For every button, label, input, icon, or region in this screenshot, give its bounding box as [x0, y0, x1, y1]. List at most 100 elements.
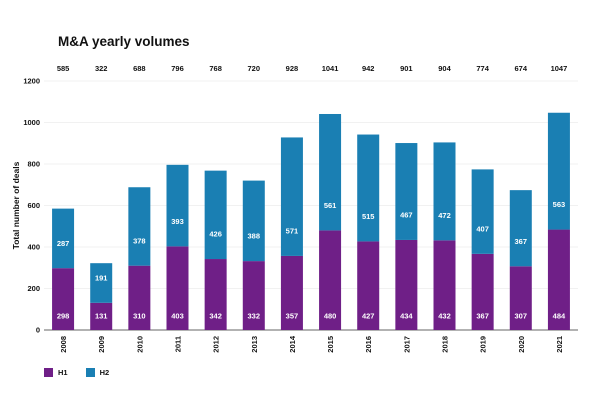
- data-label-h1: 342: [209, 312, 222, 321]
- bar-h2: [547, 112, 570, 230]
- bar-h1: [357, 241, 380, 330]
- bar-h2: [52, 208, 75, 269]
- data-label-h2: 378: [133, 236, 146, 245]
- data-label-h1: 131: [95, 312, 108, 321]
- bar-h1: [547, 229, 570, 330]
- data-label-h1: 484: [553, 312, 566, 321]
- x-tick-label: 2013: [250, 336, 259, 353]
- total-label: 928: [286, 64, 299, 73]
- data-label-h2: 407: [476, 224, 489, 233]
- data-label-h2: 515: [362, 212, 375, 221]
- data-label-h2: 571: [286, 227, 299, 236]
- y-tick-label: 0: [36, 326, 40, 335]
- total-label: 674: [515, 64, 528, 73]
- bar-h2: [395, 143, 418, 240]
- total-label: 1047: [551, 64, 568, 73]
- x-tick-label: 2010: [135, 336, 144, 353]
- y-axis-label: Total number of deals: [11, 161, 21, 249]
- total-label: 585: [57, 64, 70, 73]
- bar-h1: [52, 268, 75, 330]
- x-tick-label: 2008: [59, 336, 68, 353]
- bar-h2: [471, 169, 494, 254]
- data-label-h1: 427: [362, 312, 375, 321]
- y-tick-label: 1000: [23, 118, 40, 127]
- bar-h2: [204, 170, 227, 260]
- legend-item-h2: H2: [85, 368, 110, 377]
- total-label: 942: [362, 64, 375, 73]
- y-tick-label: 200: [27, 284, 40, 293]
- bar-h2: [433, 142, 456, 241]
- x-tick-label: 2018: [441, 336, 450, 353]
- bar-h1: [319, 230, 342, 330]
- total-label: 774: [476, 64, 489, 73]
- data-label-h1: 310: [133, 312, 146, 321]
- bar-h2: [509, 190, 532, 267]
- legend-label-h1: H1: [58, 368, 68, 377]
- total-label: 720: [248, 64, 261, 73]
- data-label-h1: 307: [515, 312, 528, 321]
- total-label: 901: [400, 64, 413, 73]
- data-label-h2: 467: [400, 211, 413, 220]
- total-label: 688: [133, 64, 146, 73]
- bar-h2: [128, 187, 151, 266]
- total-label: 768: [209, 64, 222, 73]
- y-tick-label: 400: [27, 243, 40, 252]
- total-label: 322: [95, 64, 108, 73]
- total-label: 904: [438, 64, 451, 73]
- x-tick-label: 2012: [212, 336, 221, 353]
- legend-label-h2: H2: [99, 368, 110, 377]
- bar-h1: [128, 265, 151, 330]
- data-label-h1: 367: [476, 312, 489, 321]
- x-tick-label: 2021: [555, 336, 564, 353]
- x-tick-label: 2015: [326, 336, 335, 353]
- data-label-h2: 393: [171, 217, 184, 226]
- total-label: 1041: [322, 64, 339, 73]
- bar-h2: [90, 263, 113, 303]
- bar-h2: [319, 113, 342, 231]
- data-label-h2: 367: [515, 237, 528, 246]
- bar-h2: [280, 137, 303, 256]
- bar-h1: [395, 239, 418, 330]
- bar-h2: [166, 164, 189, 247]
- bar-h1: [90, 302, 113, 330]
- bar-h1: [280, 255, 303, 330]
- x-tick-label: 2014: [288, 335, 297, 353]
- bar-h1: [204, 259, 227, 330]
- data-label-h2: 191: [95, 273, 108, 282]
- data-label-h1: 357: [286, 312, 299, 321]
- x-tick-label: 2020: [517, 336, 526, 353]
- legend-item-h1: H1: [44, 368, 68, 377]
- x-tick-label: 2017: [402, 336, 411, 353]
- y-tick-label: 800: [27, 160, 40, 169]
- legend-swatch-h1: [44, 368, 53, 377]
- data-label-h2: 472: [438, 211, 451, 220]
- bar-h1: [433, 240, 456, 330]
- data-label-h2: 287: [57, 239, 70, 248]
- bar-h1: [242, 261, 265, 330]
- bar-h2: [357, 134, 380, 242]
- total-label: 796: [171, 64, 184, 73]
- y-tick-label: 600: [27, 201, 40, 210]
- data-label-h1: 403: [171, 312, 184, 321]
- legend-swatch-h2: [85, 368, 95, 377]
- data-label-h2: 561: [324, 201, 337, 210]
- x-tick-label: 2016: [364, 336, 373, 353]
- bar-h1: [471, 253, 494, 330]
- data-label-h1: 432: [438, 312, 451, 321]
- chart-title: M&A yearly volumes: [58, 34, 190, 49]
- data-label-h2: 563: [553, 200, 566, 209]
- x-tick-label: 2009: [97, 336, 106, 353]
- data-label-h1: 332: [248, 312, 261, 321]
- x-tick-label: 2011: [174, 336, 183, 352]
- data-label-h1: 480: [324, 312, 337, 321]
- bar-h1: [509, 266, 532, 330]
- legend: H1 H2: [44, 368, 109, 377]
- data-label-h2: 426: [209, 230, 222, 239]
- data-label-h1: 298: [57, 312, 70, 321]
- bar-h2: [242, 180, 265, 262]
- data-label-h1: 434: [400, 312, 413, 321]
- x-tick-label: 2019: [479, 336, 488, 353]
- y-tick-label: 1200: [23, 77, 40, 86]
- data-label-h2: 388: [248, 232, 261, 241]
